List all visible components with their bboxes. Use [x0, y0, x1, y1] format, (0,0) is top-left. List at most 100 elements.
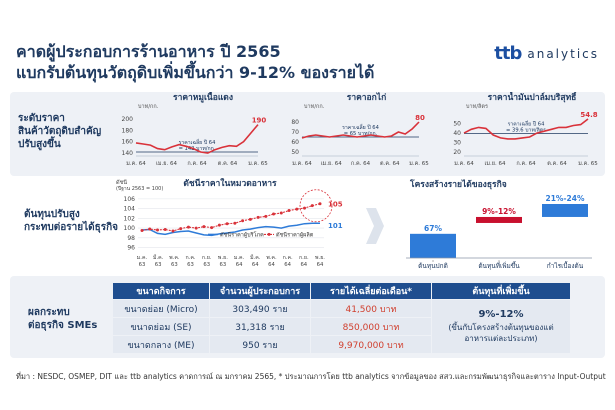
x-tick-label: ต.ค. 64: [547, 161, 567, 167]
cpi-series-line: [141, 222, 320, 237]
x-tick-label: ก.ค. 64: [516, 161, 536, 167]
x-tick-label: 63: [220, 262, 227, 268]
sme-impact-table: ขนาดกิจการ จำนวนผู้ประกอบการ รายได้เฉลี่…: [112, 282, 571, 354]
y-tick-label: 106: [124, 196, 136, 203]
x-tick-label: 63: [171, 262, 178, 268]
table-row: ขนาดย่อย (Micro) 303,490 ราย 41,500 บาท …: [113, 300, 570, 353]
x-tick-label: เม.ย. 64: [485, 161, 506, 167]
price-series-line: [463, 118, 589, 140]
ppi-point: [171, 229, 175, 233]
y-tick-label: 30: [453, 140, 461, 147]
x-tick-label: ก.ค.: [283, 255, 293, 261]
legend-cpi-label: ดัชนีราคาผู้บริโภค: [220, 230, 264, 238]
page-title-line-1: คาดผู้ประกอบการร้านอาหาร ปี 2565: [16, 42, 281, 61]
y-axis-caption: ดัชนี: [116, 179, 127, 186]
ppi-point: [233, 221, 237, 225]
average-label: ราคาเฉลี่ย ปี 64: [179, 139, 216, 146]
end-value-label: 54.8: [580, 111, 597, 119]
x-tick-label: ก.ค. 64: [187, 161, 207, 167]
y-tick-label: 40: [453, 130, 461, 137]
y-tick-label: 70: [291, 129, 299, 136]
ppi-point: [248, 217, 252, 221]
y-tick-label: 104: [124, 206, 136, 213]
end-value-label: 80: [415, 114, 425, 122]
ppi-point: [279, 211, 283, 215]
table-row: ขนาดกลาง (ME) 950 ราย 9,970,000 บาท: [113, 336, 570, 353]
x-tick-label: เม.ย. 64: [156, 161, 177, 167]
average-label: ราคาเฉลี่ย ปี 64: [342, 124, 379, 131]
cell-revenue: 9,970,000 บาท: [311, 336, 431, 353]
table-header-row: ขนาดกิจการ จำนวนผู้ประกอบการ รายได้เฉลี่…: [113, 283, 570, 299]
x-tick-label: ม.ค.: [234, 255, 245, 261]
y-tick-label: 100: [124, 225, 136, 232]
ppi-point: [163, 228, 167, 232]
y-tick-label: 50: [453, 121, 461, 128]
section1-label-line: ระดับราคา: [18, 113, 65, 124]
average-label: = 65 บาท/กก.: [344, 131, 378, 137]
chicken-breast-price-chart: ราคาอกไก่บาท/กก. 50 60 70 80 ม.ค. 64 เม.ย. 64 ก…: [291, 92, 429, 167]
x-tick-label: ม.ค.: [137, 255, 148, 261]
ppi-point: [310, 204, 314, 208]
cell-revenue: 850,000 บาท: [311, 318, 431, 335]
ttb-logo-mark: ttb: [494, 43, 522, 64]
x-tick-label: ก.ค. 64: [351, 161, 371, 167]
x-tick-label: 64: [236, 262, 243, 268]
y-tick-label: 20: [453, 149, 461, 156]
x-tick-label: ม.ค. 64: [292, 161, 312, 167]
x-tick-label: มี.ค.: [153, 254, 164, 261]
y-axis-caption: (ปีฐาน 2563 = 100): [116, 185, 163, 192]
analytics-wordmark: analytics: [527, 46, 599, 61]
price-series-line: [301, 121, 420, 139]
x-tick-label: 63: [139, 262, 146, 268]
x-tick-label: ม.ค. 64: [126, 161, 146, 167]
x-tick-label: พ.ค.: [266, 255, 277, 261]
raw-material-prices-band: [10, 92, 605, 176]
section3-label-line: ต่อธุรกิจ SMEs: [28, 320, 98, 331]
section1-label: ระดับราคา สินค้าวัตถุดิบสำคัญ ปรับสูงขึ้…: [18, 112, 101, 151]
section1-label-line: ปรับสูงขึ้น: [18, 139, 61, 150]
added-cost-note: อาหารแต่ละประเภท): [464, 334, 538, 343]
x-tick-label: เม.ย. 64: [321, 161, 342, 167]
x-tick-label: ม.ค. 64: [454, 161, 474, 167]
bar-0: [410, 233, 456, 258]
ppi-point: [295, 207, 299, 211]
page-title-line-2: แบกรับต้นทุนวัตถุดิบเพิ่มขึ้นกว่า 9-12% …: [16, 63, 375, 82]
cell-count: 303,490 ราย: [210, 300, 310, 317]
cpi-end-label: 101: [328, 222, 343, 230]
ppi-point: [272, 212, 276, 216]
ppi-point: [179, 227, 183, 231]
x-tick-label: 64: [268, 262, 275, 268]
added-cost-value: 9%-12%: [478, 309, 524, 320]
chart-title: ราคาอกไก่: [347, 92, 386, 103]
x-tick-label: 63: [187, 262, 194, 268]
ppi-point: [202, 225, 206, 229]
average-label: = 39.6 บาท/ลิตร: [506, 127, 546, 134]
y-tick-label: 80: [291, 119, 299, 126]
section2-label: ต้นทุนปรับสูง กระทบต่อรายได้ธุรกิจ: [24, 208, 118, 234]
legend-ppi-marker: [267, 232, 271, 236]
chart-title: ราคาน้ำมันปาล์มบริสุทธิ์: [488, 92, 578, 103]
section3-label-line: ผลกระทบ: [28, 307, 70, 318]
x-tick-label: ก.ย.: [202, 255, 212, 261]
source-note: ที่มา : NESDC, OSMEP, DIT และ ttb analyt…: [16, 372, 606, 381]
x-tick-label: 63: [155, 262, 162, 268]
x-tick-label: พ.ย.: [218, 255, 228, 261]
revenue-structure-chart: โครงสร้างรายได้ของธุรกิจ 67% ต้นทุนปกติ 9%-…: [406, 179, 592, 270]
y-tick-label: 60: [291, 139, 299, 146]
average-label: ราคาเฉลี่ย ปี 64: [508, 121, 545, 128]
x-tick-label: พ.ค.: [169, 255, 180, 261]
bar-value-label: 21%-24%: [545, 194, 585, 203]
cell-size: ขนาดย่อม (SE): [113, 318, 209, 335]
ppi-point: [217, 223, 221, 227]
ppi-point: [303, 206, 307, 210]
unit-label: บาท/กก.: [304, 104, 325, 110]
ppi-point: [287, 209, 291, 213]
added-cost-note: (ขึ้นกับโครงสร้างต้นทุนของแต่: [448, 323, 554, 332]
cell-size: ขนาดย่อย (Micro): [113, 300, 209, 317]
y-tick-label: 102: [124, 215, 136, 222]
cell-count: 950 ราย: [210, 336, 310, 353]
y-tick-label: 180: [122, 127, 134, 134]
average-label: = 142 บาท/กก.: [179, 146, 216, 152]
section2-label-line: กระทบต่อรายได้ธุรกิจ: [24, 222, 118, 233]
x-tick-label: 64: [300, 262, 307, 268]
